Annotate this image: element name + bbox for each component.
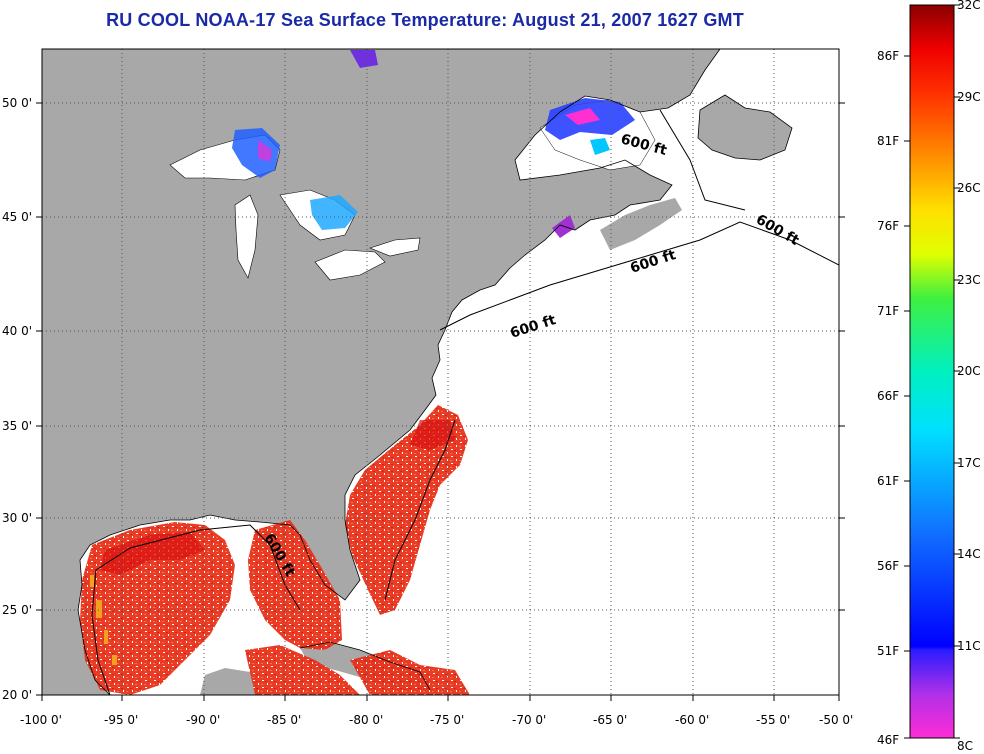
lon-tick-label: -95 0' <box>104 713 138 727</box>
lon-tick-label: -55 0' <box>756 713 790 727</box>
colorbar-c-label: 32C <box>957 0 981 12</box>
colorbar-c-label: 14C <box>957 547 981 561</box>
lon-tick-label: -80 0' <box>349 713 383 727</box>
lat-tick-labels: 20 0' 25 0' 30 0' 35 0' 40 0' 45 0' 50 0… <box>2 96 32 702</box>
land-north-america <box>42 49 720 695</box>
contour-600ft <box>91 109 839 695</box>
lat-tick-label: 50 0' <box>2 96 32 110</box>
colorbar-c-label: 17C <box>957 456 981 470</box>
lat-tick-label: 40 0' <box>2 324 32 338</box>
lon-tick-label: -70 0' <box>512 713 546 727</box>
colorbar-c-label: 29C <box>957 90 981 104</box>
lon-tick-labels: -100 0' -95 0' -90 0' -85 0' -80 0' -75 … <box>20 713 853 727</box>
colorbar-f-label: 81F <box>877 134 899 148</box>
map-title: RU COOL NOAA-17 Sea Surface Temperature:… <box>106 10 744 30</box>
lon-tick-label: -50 0' <box>819 713 853 727</box>
colorbar-f-label: 86F <box>877 49 899 63</box>
lon-tick-label: -65 0' <box>593 713 627 727</box>
colorbar-f-label: 51F <box>877 644 899 658</box>
colorbar: 32C 29C 26C 23C 20C 17C 14C 11C 8C 86F 8… <box>877 0 981 753</box>
sst-cool-patches <box>232 50 635 238</box>
coastlines <box>77 49 793 695</box>
colorbar-c-label: 23C <box>957 273 981 287</box>
colorbar-f-label: 76F <box>877 219 899 233</box>
colorbar-c-label: 11C <box>957 639 981 653</box>
land-newfoundland <box>698 95 792 160</box>
colorbar-f-label: 71F <box>877 304 899 318</box>
axis-ticks <box>36 102 845 701</box>
lon-tick-label: -90 0' <box>186 713 220 727</box>
map-area: 600 ft 600 ft 600 ft 600 ft 600 ft <box>42 49 839 695</box>
colorbar-c-label: 20C <box>957 364 981 378</box>
colorbar-gradient <box>909 4 955 739</box>
land-yucatan <box>200 668 262 695</box>
lon-tick-label: -85 0' <box>267 713 301 727</box>
lat-tick-label: 45 0' <box>2 210 32 224</box>
colorbar-f-label: 61F <box>877 474 899 488</box>
lon-tick-label: -75 0' <box>430 713 464 727</box>
colorbar-c-label: 8C <box>957 739 973 753</box>
lon-tick-label: -100 0' <box>20 713 62 727</box>
colorbar-f-label: 56F <box>877 559 899 573</box>
lat-tick-label: 35 0' <box>2 419 32 433</box>
colorbar-f-label: 46F <box>877 733 899 747</box>
lat-tick-label: 25 0' <box>2 603 32 617</box>
lon-tick-label: -60 0' <box>675 713 709 727</box>
lat-tick-label: 30 0' <box>2 511 32 525</box>
map-frame <box>41 48 840 696</box>
lat-tick-label: 20 0' <box>2 688 32 702</box>
sst-orange-specks <box>90 575 117 665</box>
graticule <box>42 49 839 695</box>
colorbar-f-label: 66F <box>877 389 899 403</box>
land-nova-scotia <box>600 198 682 250</box>
colorbar-c-label: 26C <box>957 181 981 195</box>
sst-hot-core <box>100 420 455 575</box>
